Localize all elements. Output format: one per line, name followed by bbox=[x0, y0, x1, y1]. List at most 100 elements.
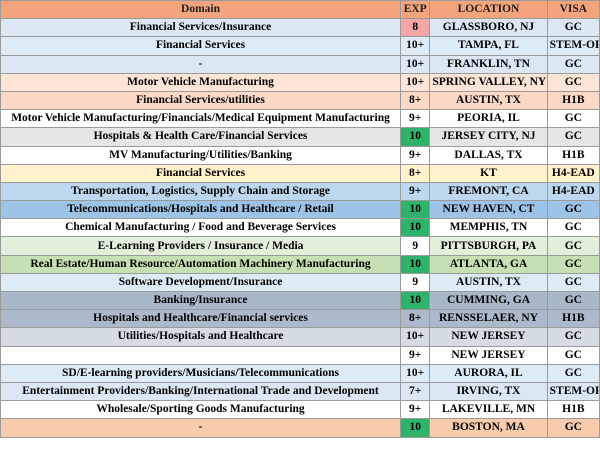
table-row: -10+ FRANKLIN, TN GC bbox=[0, 54, 600, 74]
exp-cell: 10+ bbox=[400, 72, 431, 92]
location-cell: MEMPHIS, TN bbox=[429, 218, 548, 238]
domain-cell: Financial Services bbox=[0, 163, 402, 183]
domain-cell: E-Learning Providers / Insurance / Media bbox=[0, 236, 402, 256]
table-row: Real Estate/Human Resource/Automation Ma… bbox=[0, 254, 600, 274]
location-cell: SPRING VALLEY, NY bbox=[429, 72, 548, 92]
exp-cell: 10 bbox=[400, 254, 431, 274]
table-row: Chemical Manufacturing / Food and Bevera… bbox=[0, 218, 600, 238]
table-row: MV Manufacturing/Utilities/Banking 9+ DALL… bbox=[0, 145, 600, 165]
table-row: Motor Vehicle Manufacturing/Financials/M… bbox=[0, 109, 600, 129]
table-row: SD/E-learning providers/Musicians/Teleco… bbox=[0, 363, 600, 383]
visa-cell: GC bbox=[546, 218, 600, 238]
table-row: -10 BOSTON, MA GC bbox=[0, 418, 600, 438]
table-row: Financial Services 8+ KT H4-EAD bbox=[0, 163, 600, 183]
table-row: Hospitals and Healthcare/Financial servi… bbox=[0, 309, 600, 329]
exp-cell: 10 bbox=[400, 218, 431, 238]
visa-cell: GC bbox=[546, 72, 600, 92]
exp-cell: 9 bbox=[400, 272, 431, 293]
location-cell: JERSEY CITY, NJ bbox=[429, 127, 548, 147]
domain-cell: Entertainment Providers/Banking/Internat… bbox=[0, 381, 402, 402]
exp-cell: 7+ bbox=[400, 381, 431, 402]
location-cell: FREMONT, CA bbox=[429, 181, 548, 202]
domain-cell: Chemical Manufacturing / Food and Bevera… bbox=[0, 218, 402, 238]
table-row: Banking/Insurance 10 CUMMING, GA GC bbox=[0, 290, 600, 311]
exp-cell: 9+ bbox=[400, 109, 431, 129]
table-row: Hospitals & Health Care/Financial Servic… bbox=[0, 127, 600, 147]
exp-cell: 10 bbox=[400, 127, 431, 147]
table-row: Motor Vehicle Manufacturing 10+ SPRING VAL… bbox=[0, 72, 600, 92]
domain-cell: Wholesale/Sporting Goods Manufacturing bbox=[0, 400, 402, 420]
location-cell: KT bbox=[429, 163, 548, 183]
table-row: E-Learning Providers / Insurance / Media… bbox=[0, 236, 600, 256]
table-row: Wholesale/Sporting Goods Manufacturing 9+… bbox=[0, 400, 600, 420]
location-cell: FRANKLIN, TN bbox=[429, 54, 548, 74]
exp-cell: 9+ bbox=[400, 181, 431, 202]
location-cell: AUSTIN, TX bbox=[429, 272, 548, 293]
table-row: Utilities/Hospitals and Healthcare 10+ NEW… bbox=[0, 327, 600, 347]
visa-cell: GC bbox=[546, 327, 600, 347]
exp-cell: 10+ bbox=[400, 36, 431, 56]
visa-cell: H4-EAD bbox=[546, 181, 600, 202]
visa-cell: GC bbox=[546, 363, 600, 383]
table-body: Financial Services/Insurance 8 GLASSBORO, … bbox=[0, 18, 600, 438]
exp-cell: 9+ bbox=[400, 145, 431, 165]
exp-cell: 9 bbox=[400, 236, 431, 256]
exp-cell: 9+ bbox=[400, 345, 431, 365]
domain-cell: - bbox=[0, 54, 402, 74]
header-location: LOCATION bbox=[429, 0, 548, 20]
location-cell: TAMPA, FL bbox=[429, 36, 548, 56]
table-row: Telecommunications/Hospitals and Healthc… bbox=[0, 200, 600, 220]
exp-cell: 10 bbox=[400, 290, 431, 311]
location-cell: PEORIA, IL bbox=[429, 109, 548, 129]
visa-cell: GC bbox=[546, 290, 600, 311]
location-cell: PITTSBURGH, PA bbox=[429, 236, 548, 256]
visa-cell: GC bbox=[546, 200, 600, 220]
exp-cell: 9+ bbox=[400, 400, 431, 420]
visa-cell: H4-EAD bbox=[546, 163, 600, 183]
visa-cell: STEM-OPT bbox=[546, 36, 600, 56]
domain-cell: Hospitals and Healthcare/Financial servi… bbox=[0, 309, 402, 329]
exp-cell: 10 bbox=[400, 200, 431, 220]
location-cell: NEW HAVEN, CT bbox=[429, 200, 548, 220]
domain-cell: Banking/Insurance bbox=[0, 290, 402, 311]
table-row: Entertainment Providers/Banking/Internat… bbox=[0, 381, 600, 402]
location-cell: LAKEVILLE, MN bbox=[429, 400, 548, 420]
location-cell: ATLANTA, GA bbox=[429, 254, 548, 274]
location-cell: BOSTON, MA bbox=[429, 418, 548, 438]
exp-cell: 8 bbox=[400, 18, 431, 38]
visa-cell: H1B bbox=[546, 309, 600, 329]
domain-cell: MV Manufacturing/Utilities/Banking bbox=[0, 145, 402, 165]
domain-cell bbox=[0, 345, 402, 365]
exp-cell: 10+ bbox=[400, 327, 431, 347]
header-exp: EXP bbox=[400, 0, 431, 20]
exp-cell: 8+ bbox=[400, 90, 431, 111]
location-cell: IRVING, TX bbox=[429, 381, 548, 402]
visa-cell: H1B bbox=[546, 145, 600, 165]
exp-cell: 10 bbox=[400, 418, 431, 438]
location-cell: NEW JERSEY bbox=[429, 345, 548, 365]
header-row: Domain EXP LOCATION VISA bbox=[0, 0, 600, 20]
table-row: Financial Services/utilities 8+ AUSTIN, TX… bbox=[0, 90, 600, 111]
domain-cell: Financial Services/utilities bbox=[0, 90, 402, 111]
table-row: Transportation, Logistics, Supply Chain … bbox=[0, 181, 600, 202]
visa-cell: GC bbox=[546, 127, 600, 147]
domain-cell: Real Estate/Human Resource/Automation Ma… bbox=[0, 254, 402, 274]
visa-cell: GC bbox=[546, 54, 600, 74]
visa-cell: H1B bbox=[546, 400, 600, 420]
visa-cell: GC bbox=[546, 254, 600, 274]
table-row: 9+ NEW JERSEY GC bbox=[0, 345, 600, 365]
domain-cell: - bbox=[0, 418, 402, 438]
exp-cell: 10+ bbox=[400, 54, 431, 74]
location-cell: AURORA, IL bbox=[429, 363, 548, 383]
visa-cell: STEM-OPT bbox=[546, 381, 600, 402]
domain-cell: Financial Services/Insurance bbox=[0, 18, 402, 38]
location-cell: AUSTIN, TX bbox=[429, 90, 548, 111]
table-row: Financial Services/Insurance 8 GLASSBORO, … bbox=[0, 18, 600, 38]
header-domain: Domain bbox=[0, 0, 402, 20]
visa-cell: GC bbox=[546, 272, 600, 293]
visa-cell: GC bbox=[546, 418, 600, 438]
domain-cell: Motor Vehicle Manufacturing bbox=[0, 72, 402, 92]
domain-cell: Utilities/Hospitals and Healthcare bbox=[0, 327, 402, 347]
domain-cell: Hospitals & Health Care/Financial Servic… bbox=[0, 127, 402, 147]
header-visa: VISA bbox=[546, 0, 600, 20]
